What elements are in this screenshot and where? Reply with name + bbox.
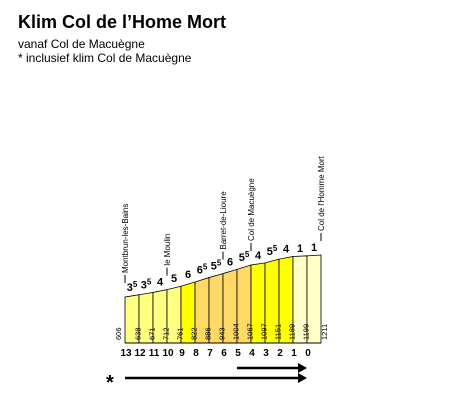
- altitude-label: 943: [218, 327, 227, 340]
- altitude-label: 1004: [232, 323, 241, 340]
- place-label: Montbrun-les-Bains: [121, 204, 130, 273]
- km-label: 6: [221, 348, 227, 359]
- altitude-label: 1097: [260, 323, 269, 340]
- place-label: Barret-de-Lioure: [219, 191, 228, 250]
- gradient-label: 35: [127, 280, 138, 294]
- subtitle-note: * inclusief klim Col de Macuègne: [18, 51, 192, 65]
- gradient-label: 55: [211, 259, 222, 273]
- star-marker: *: [106, 372, 114, 394]
- altitude-label: 606: [114, 327, 123, 340]
- km-label: 0: [305, 348, 311, 359]
- km-label: 12: [134, 348, 146, 359]
- gradient-label: 35: [141, 277, 152, 291]
- altitude-label: 712: [162, 327, 171, 340]
- km-label: 11: [149, 348, 160, 359]
- gradient-label: 65: [197, 263, 208, 277]
- gradient-label: 4: [255, 250, 262, 262]
- place-label: le Moulin: [163, 234, 172, 266]
- subtitle-start: vanaf Col de Macuègne: [18, 37, 145, 51]
- gradient-label: 1: [311, 242, 317, 254]
- altitude-label: 1151: [274, 324, 283, 340]
- altitude-label: 822: [190, 327, 199, 340]
- gradient-label: 6: [185, 269, 191, 281]
- place-label: Col de l'Homme Mort: [317, 155, 326, 231]
- gradient-label: 1: [297, 243, 303, 255]
- km-label: 10: [162, 348, 174, 359]
- km-label: 13: [120, 348, 132, 359]
- gradient-label: 55: [267, 244, 278, 258]
- km-label: 3: [263, 348, 269, 359]
- km-label: 2: [277, 348, 283, 359]
- altitude-label: 1067: [246, 323, 255, 340]
- km-label: 8: [193, 348, 199, 359]
- place-label: Col de Macuègne: [247, 178, 256, 241]
- arrow-head: [298, 363, 307, 373]
- altitude-label: 1211: [320, 324, 329, 340]
- page-title: Klim Col de l’Home Mort: [18, 12, 227, 32]
- altitude-label: 1199: [302, 324, 311, 340]
- altitude-label: 638: [134, 327, 143, 340]
- gradient-label: 4: [283, 244, 290, 256]
- km-label: 4: [249, 348, 255, 359]
- km-label: 5: [235, 348, 241, 359]
- gradient-label: 4: [157, 277, 164, 289]
- km-label: 7: [207, 348, 213, 359]
- altitude-label: 886: [204, 327, 213, 340]
- altitude-label: 671: [148, 327, 157, 340]
- km-label: 1: [291, 348, 297, 359]
- gradient-label: 6: [227, 256, 233, 268]
- km-label: 9: [179, 348, 185, 359]
- altitude-label: 1189: [288, 324, 297, 340]
- gradient-label: 5: [171, 273, 177, 285]
- altitude-label: 761: [176, 327, 185, 340]
- gradient-label: 55: [239, 250, 250, 264]
- arrow-head: [298, 373, 307, 383]
